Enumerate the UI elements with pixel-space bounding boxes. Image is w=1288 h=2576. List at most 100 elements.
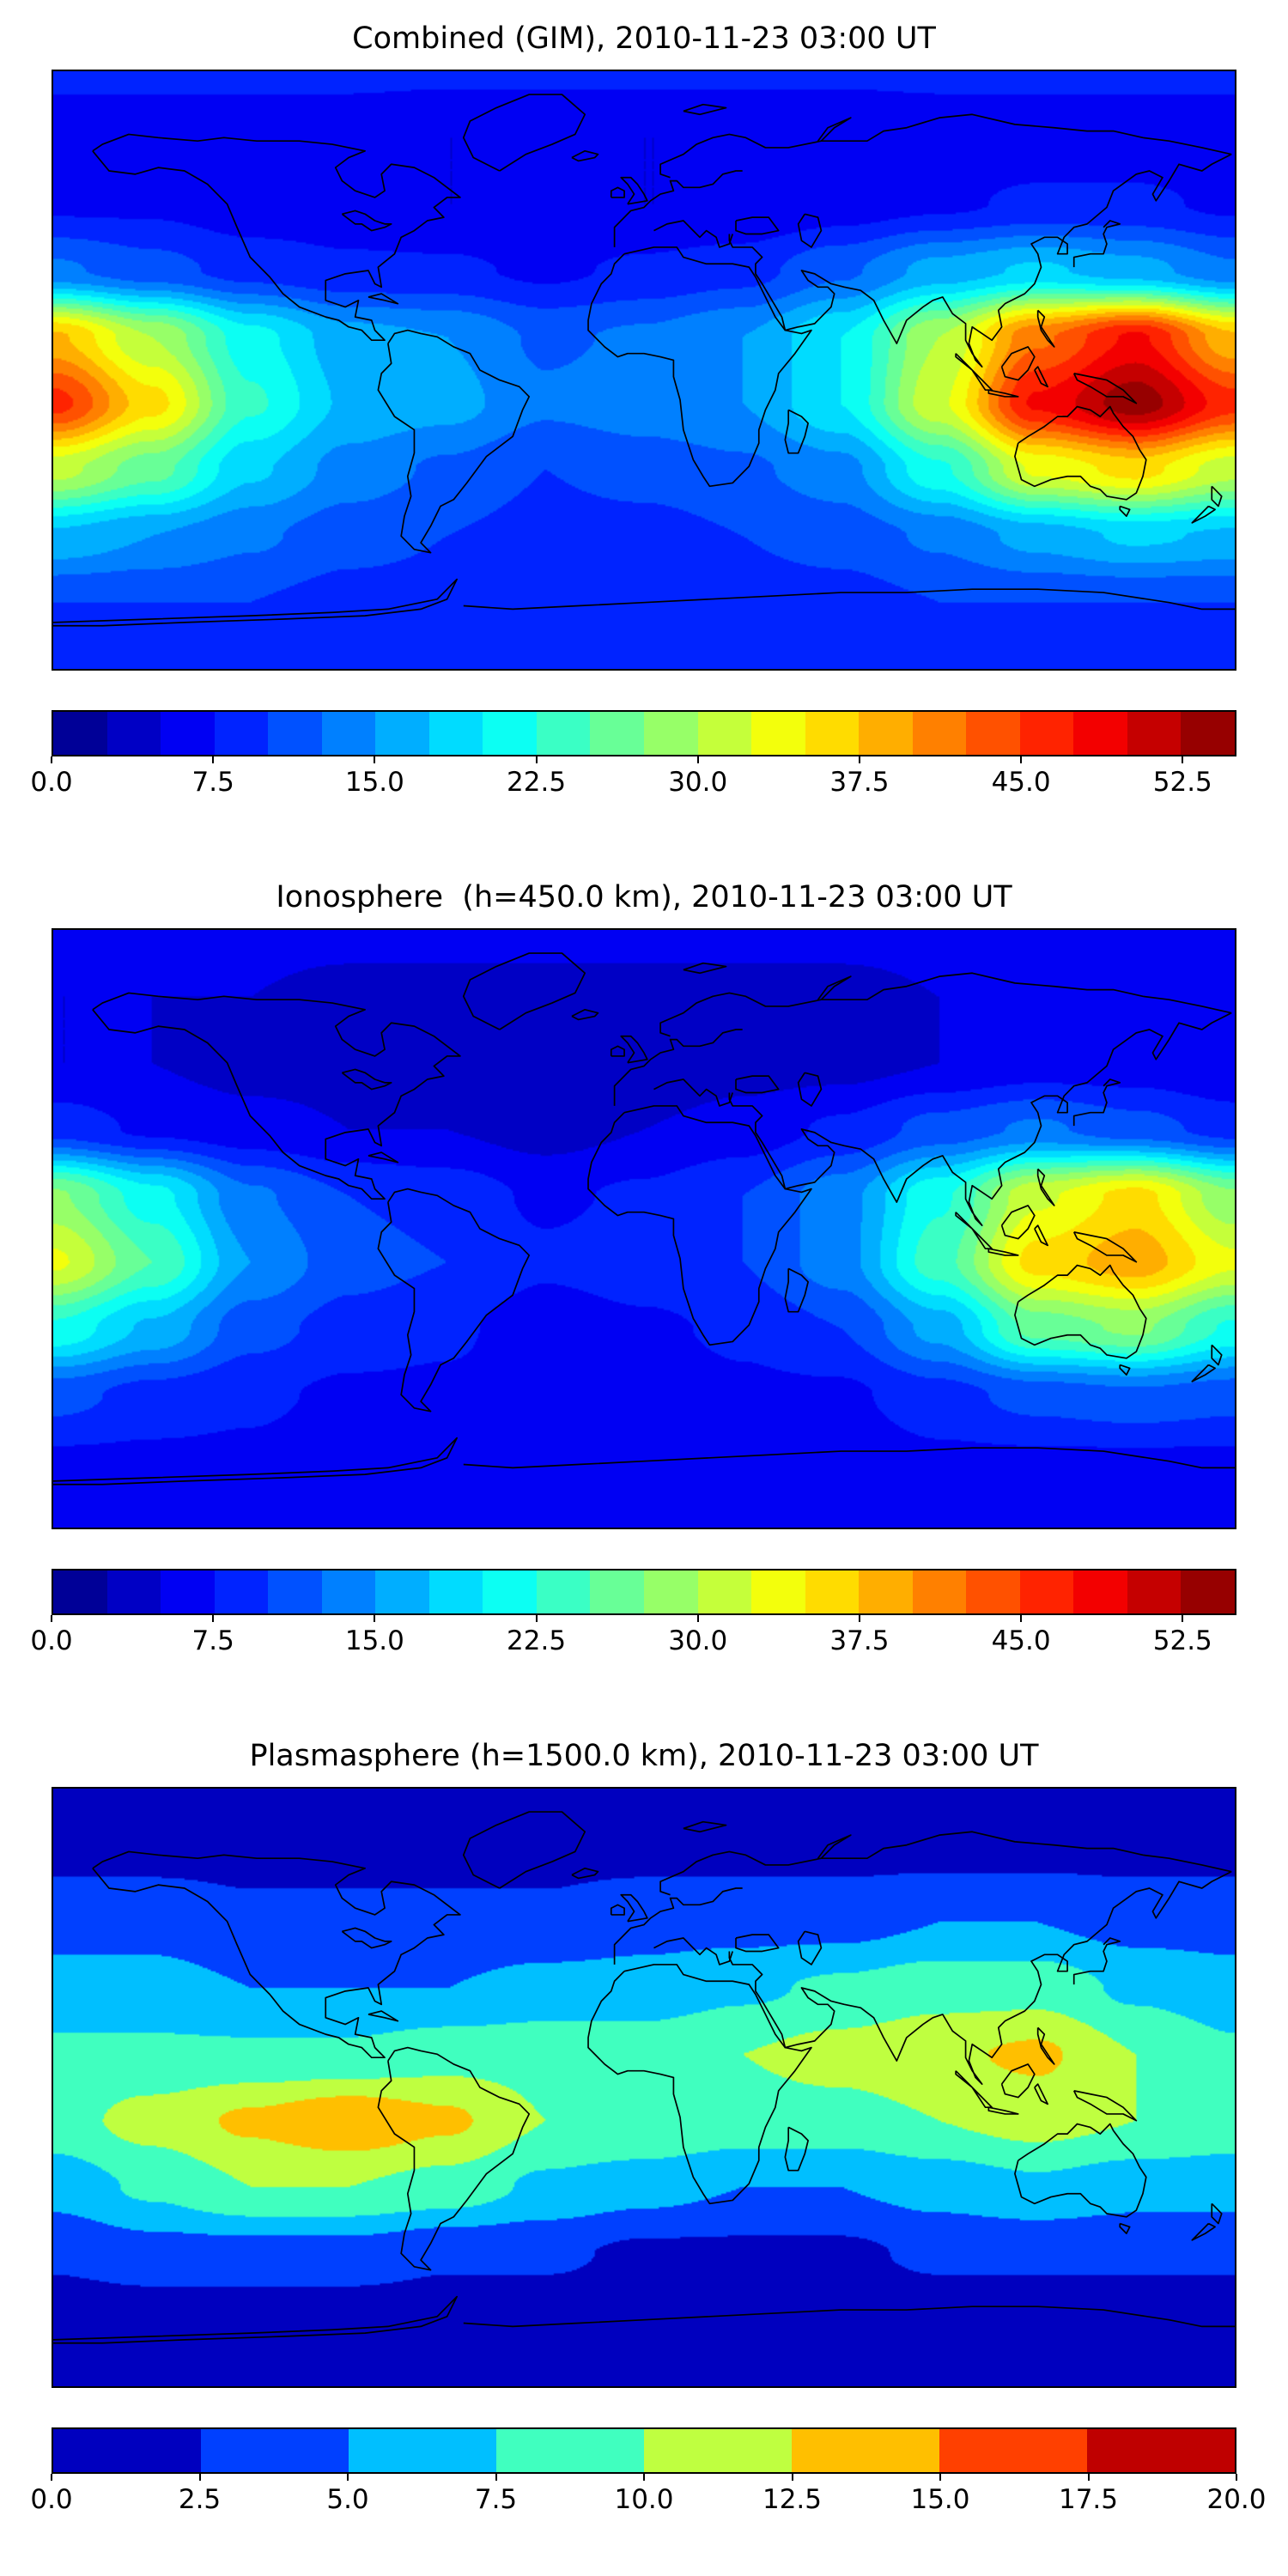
colorbar-segment [53, 2428, 201, 2472]
colorbar-segment [161, 711, 215, 755]
coastline-path [1074, 221, 1121, 267]
colorbar-segment [536, 1570, 591, 1613]
colorbar-tickmark [1182, 756, 1184, 763]
colorbar-ticks-ionosphere: 0.0 7.5 15.0 22.5 30.0 37.5 45.0 52.5 [30, 1614, 1236, 1672]
coastline-path [572, 1868, 598, 1878]
colorbar-segment [375, 711, 429, 755]
colorbar-segment [590, 1570, 645, 1613]
colorbar-segment [805, 1570, 860, 1613]
coastline-path [1035, 1225, 1048, 1245]
coastline-path [1120, 2223, 1129, 2233]
coastline-path [660, 973, 1231, 1036]
colorbar-segment [161, 1570, 215, 1613]
colorbar-segment [1019, 1570, 1074, 1613]
coastline-path [729, 154, 1231, 366]
colorbar-tick-label: 52.5 [1152, 1625, 1212, 1656]
colorbar-tick-label: 17.5 [1058, 2483, 1119, 2515]
coastline-path [464, 2306, 1235, 2326]
colorbar-tick-label: 37.5 [829, 766, 890, 798]
colorbar-tick-label: 45.0 [991, 1625, 1051, 1656]
colorbar-tickmark [1087, 2473, 1090, 2481]
coastline-path [1035, 2084, 1048, 2104]
coastline-path [464, 94, 585, 171]
coastline-path [1038, 310, 1054, 347]
colorbar-segment [1127, 1570, 1182, 1613]
colorbar-tickmark [374, 756, 376, 763]
coastline-path [818, 976, 851, 999]
colorbar-tickmark [495, 2473, 497, 2481]
colorbar-tickmark [212, 756, 215, 763]
coastline-path [988, 390, 1018, 397]
colorbar-segment [751, 711, 805, 755]
coastline-path [368, 1152, 398, 1163]
coastline-path [1120, 506, 1129, 516]
colorbar-segment [792, 2428, 939, 2472]
colorbar-segment [939, 2428, 1087, 2472]
colorbar-segment [697, 711, 752, 755]
coastline-path [1074, 1231, 1137, 1261]
coastline-path [611, 1046, 624, 1056]
colorbar-tickmark [51, 756, 52, 763]
coastline-path [378, 2047, 529, 2269]
coastline-path [799, 214, 822, 247]
tec-heatmap-plasmasphere [53, 1788, 1235, 2386]
colorbar-tickmark [939, 2473, 941, 2481]
coastline-path [53, 1437, 457, 1484]
coastline-path [956, 1212, 992, 1249]
colorbar-tickmark [51, 1614, 52, 1622]
colorbar-segment [428, 1570, 483, 1613]
colorbar-tick-label: 22.5 [507, 766, 567, 798]
colorbar-segment [536, 711, 591, 755]
coastline-path [615, 1030, 743, 1106]
colorbar-tickmark [1020, 1614, 1023, 1622]
coastline-path [683, 963, 726, 973]
colorbar-tickmark [696, 756, 699, 763]
colorbar-ticks-plasmasphere: 0.0 2.5 5.0 7.5 10.0 12.5 15.0 17.5 20.0 [30, 2473, 1267, 2530]
colorbar-segment [912, 1570, 967, 1613]
coastline-path [1120, 1364, 1129, 1375]
colorbar-segment [1127, 711, 1182, 755]
colorbar-segment [214, 1570, 269, 1613]
colorbar-tickmark [535, 1614, 538, 1622]
colorbar-tickmark [858, 1614, 860, 1622]
colorbar-segment [805, 711, 860, 755]
colorbar-segment [214, 711, 269, 755]
coastline-path [572, 1009, 598, 1019]
coastline-path [1212, 1345, 1221, 1364]
coastlines-overlay [53, 1789, 1235, 2386]
coastline-path [729, 1012, 1231, 1224]
coastline-path [368, 294, 398, 304]
coastline-path [342, 1928, 391, 1947]
coastline-path [1002, 346, 1035, 380]
coastlines-overlay [53, 71, 1235, 669]
colorbar-segment [644, 1570, 698, 1613]
coastline-path [988, 2107, 1018, 2114]
coastline-path [988, 1249, 1018, 1255]
coastline-path [611, 1905, 624, 1915]
colorbar-tick-label: 10.0 [614, 2483, 674, 2515]
colorbar-segment [966, 711, 1020, 755]
colorbar-segment [644, 2428, 792, 2472]
colorbar-tickmark [858, 756, 860, 763]
colorbar-segment [590, 711, 645, 755]
coastline-path [1074, 373, 1137, 403]
coastline-path [572, 150, 598, 161]
coastline-path [785, 2127, 808, 2170]
coastline-path [736, 1935, 779, 1951]
colorbar-tickmark [791, 2473, 793, 2481]
panel-title-plasmasphere: Plasmasphere (h=1500.0 km), 2010-11-23 0… [249, 1739, 1039, 1773]
colorbar-tickmark [1236, 2473, 1237, 2481]
colorbar-segment [1181, 711, 1236, 755]
colorbar-tick-label: 15.0 [344, 766, 404, 798]
colorbar-segment [483, 711, 537, 755]
colorbar-tickmark [535, 756, 538, 763]
colorbar-tickmark [212, 1614, 215, 1622]
panel-combined-gim: Combined (GIM), 2010-11-23 03:00 UT 0.0 7… [0, 0, 1288, 859]
coastline-path [53, 2296, 457, 2342]
colorbar-tick-label: 15.0 [910, 2483, 970, 2515]
coastline-path [818, 1835, 851, 1858]
coastline-path [342, 1069, 391, 1089]
colorbar-tickmark [347, 2473, 349, 2481]
coastline-path [1015, 1265, 1146, 1358]
coastline-path [621, 1036, 647, 1062]
